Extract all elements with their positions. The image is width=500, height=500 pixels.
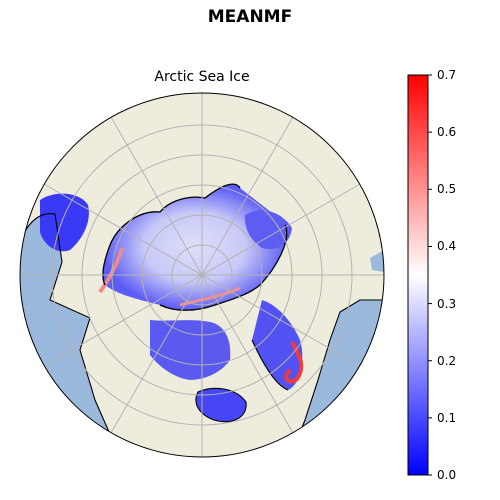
coastline-eurasia — [102, 183, 241, 286]
colorbar — [407, 74, 429, 476]
map-border — [19, 92, 385, 458]
colorbar-tick-marks — [428, 74, 432, 476]
high-meltfraction-edge-labrador — [284, 341, 304, 384]
barents-sea-ice — [244, 210, 292, 250]
longitude-gridlines — [20, 93, 384, 457]
colorbar-tick-label: 0.0 — [437, 468, 457, 482]
greenland-sea-ice — [252, 300, 303, 390]
coastline-hudson-bay — [195, 387, 247, 423]
colorbar-tick-label: 0.2 — [437, 353, 457, 368]
map-disk — [20, 93, 384, 457]
okhotsk-sea-ice — [40, 193, 89, 252]
figure-title: MEANMF — [207, 7, 293, 27]
high-meltfraction-edge-siberia — [98, 247, 124, 294]
colorbar-tick-label: 0.3 — [437, 296, 457, 311]
coastline-greenland — [251, 339, 289, 391]
ocean-east — [370, 250, 384, 272]
arctic-basin-ice — [102, 184, 287, 311]
colorbar-tick-label: 0.7 — [437, 68, 457, 82]
colorbar-tick-label: 0.5 — [437, 182, 457, 197]
coastline-southeast — [289, 299, 384, 457]
colorbar-tick-label: 0.1 — [437, 410, 457, 425]
map-title: Arctic Sea Ice — [154, 69, 250, 85]
colorbar-tick-label: 0.4 — [437, 239, 457, 254]
colorbar-tick-label: 0.6 — [437, 125, 457, 140]
coastline-north-america — [159, 224, 288, 311]
hudson-bay-ice — [195, 388, 247, 422]
